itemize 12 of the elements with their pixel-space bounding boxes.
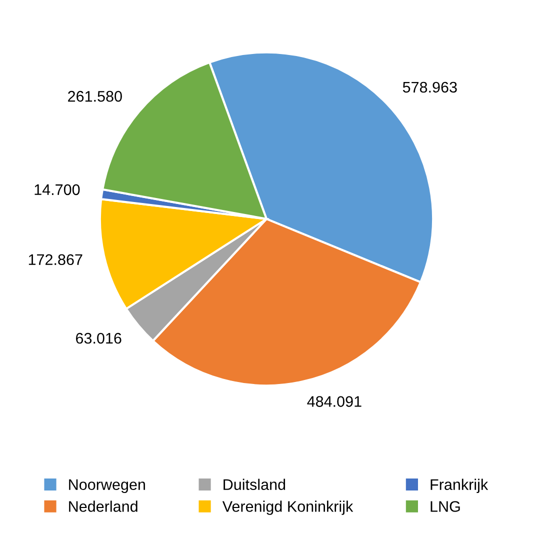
- data-label: 484.091: [307, 396, 362, 407]
- legend-label: Noorwegen: [69, 479, 145, 494]
- legend-label: LNG: [430, 501, 460, 512]
- data-label: 63.016: [76, 332, 122, 344]
- data-label: 14.700: [34, 184, 80, 196]
- legend-label: Frankrijk: [430, 478, 488, 494]
- legend-label: Duitsland: [224, 478, 286, 490]
- legend-label: Nederland: [69, 500, 138, 512]
- data-label: 261.580: [68, 90, 122, 102]
- legend-label: Verenigd Koninkrijk: [222, 500, 354, 515]
- data-label: 578.963: [402, 82, 457, 93]
- data-label: 172.867: [28, 254, 82, 266]
